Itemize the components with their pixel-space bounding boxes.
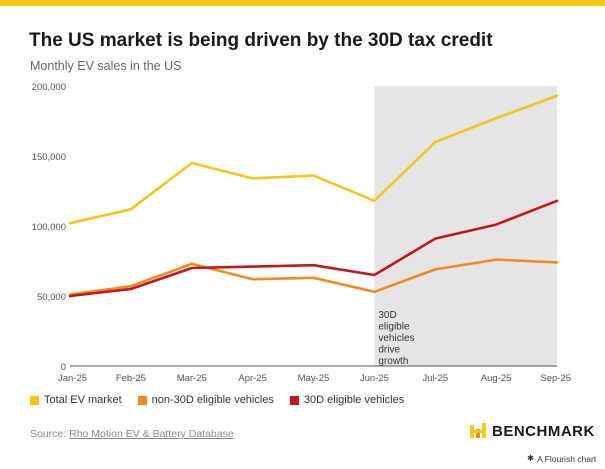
legend-item-eligible[interactable]: 30D eligible vehicles [289, 394, 405, 406]
annotation-line: eligible [378, 322, 410, 333]
x-tick-label: Aug-25 [481, 373, 512, 384]
y-tick-label: 100,000 [32, 222, 66, 233]
legend-swatch-non30d [137, 395, 147, 405]
shaded-region [374, 86, 557, 366]
y-tick-label: 200,000 [32, 82, 66, 93]
legend-item-total[interactable]: Total EV market [30, 394, 122, 406]
y-tick-label: 150,000 [32, 152, 66, 163]
series-line-2 [68, 199, 559, 298]
annotation-line: growth [378, 356, 408, 367]
x-tick-label: Apr-25 [238, 373, 267, 384]
chart-title: The US market is being driven by the 30D… [29, 30, 493, 51]
annotation-line: 30D [378, 310, 396, 321]
legend-label-non30d: non-30D eligible vehicles [151, 394, 274, 406]
chart-subtitle: Monthly EV sales in the US [30, 59, 182, 73]
benchmark-logo: BENCHMARK [468, 421, 595, 441]
annotation-line: drive [378, 345, 400, 356]
legend-item-non30d[interactable]: non-30D eligible vehicles [137, 394, 274, 406]
benchmark-logo-icon [470, 423, 486, 438]
legend-label-eligible: 30D eligible vehicles [303, 394, 405, 406]
flourish-credit[interactable]: ✱ A Flourish chart [527, 453, 596, 464]
legend-swatch-total [30, 395, 39, 405]
y-tick-label: 50,000 [37, 292, 66, 303]
flourish-icon: ✱ [527, 453, 535, 463]
x-tick-label: Jan-25 [58, 373, 87, 384]
x-tick-label: Jul-25 [422, 373, 448, 384]
benchmark-logo-text: BENCHMARK [492, 422, 595, 440]
source-prefix: Source: [30, 428, 70, 440]
legend-label-total: Total EV market [44, 394, 122, 406]
y-tick-label: 0 [61, 362, 66, 373]
x-tick-label: Feb-25 [116, 373, 146, 384]
x-tick-label: Jun-25 [360, 373, 389, 384]
series-line-1 [68, 258, 559, 296]
top-accent-bar [0, 0, 605, 6]
flourish-label: A Flourish chart [537, 453, 597, 464]
legend-swatch-eligible [289, 395, 299, 405]
source-link[interactable]: Rho Motion EV & Battery Database [69, 428, 234, 440]
chart-legend: Total EV market non-30D eligible vehicle… [30, 394, 404, 406]
series-line-0 [68, 94, 559, 225]
x-tick-label: May-25 [298, 373, 330, 384]
x-tick-label: Sep-25 [540, 373, 571, 384]
annotation-line: vehicles [378, 333, 414, 344]
x-tick-label: Mar-25 [177, 373, 207, 384]
source-note: Source: Rho Motion EV & Battery Database [30, 428, 234, 440]
annotation-text: 30D eligible vehicles drive growth [378, 310, 414, 367]
